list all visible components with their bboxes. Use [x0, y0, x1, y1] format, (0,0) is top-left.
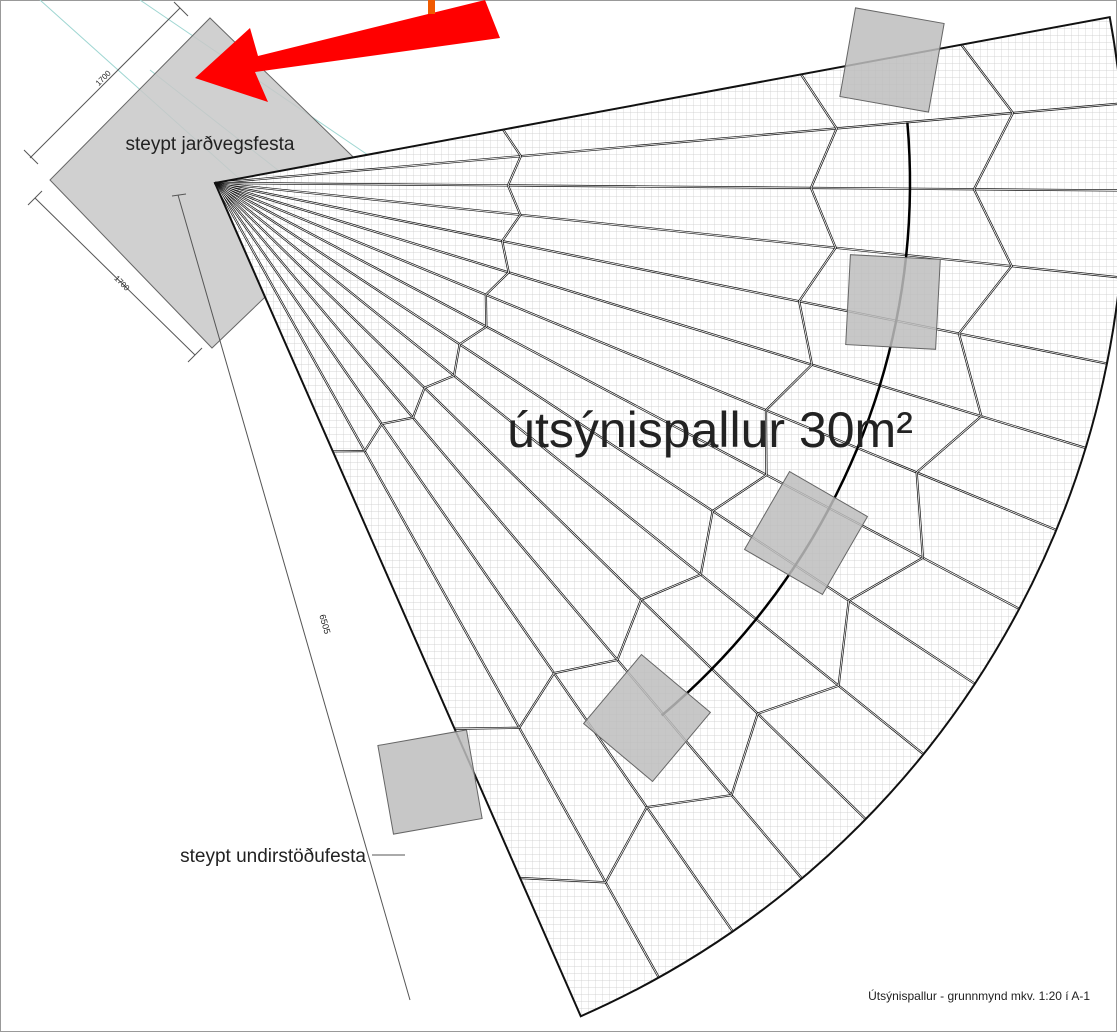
label: steypt undirstöðufesta	[180, 846, 366, 867]
caption: Útsýnispallur - grunnmynd mkv. 1:20 í A-…	[868, 988, 1090, 1003]
beam-edge	[214, 103, 1117, 184]
footing	[582, 653, 712, 783]
deck-outline	[213, 16, 1117, 1018]
footing	[743, 470, 869, 596]
beam-edge	[214, 182, 1086, 449]
support-arc	[660, 122, 912, 717]
label: steypt jarðvegsfesta	[126, 134, 295, 155]
footing	[377, 729, 483, 835]
beam-edge	[214, 182, 660, 978]
deck	[213, 7, 1117, 1018]
beam-edge	[214, 182, 1117, 278]
beam-edge	[214, 182, 803, 879]
dimension-lines	[23, 1, 411, 1001]
beam-edge	[214, 182, 1020, 610]
deck-label: útsýnispallur 30m²	[507, 402, 913, 458]
footing	[845, 254, 941, 350]
footing	[839, 7, 945, 113]
arrow	[195, 0, 500, 102]
ring-beam-edge	[520, 44, 1014, 883]
beam-edge	[214, 182, 924, 755]
ring-beam-edge	[332, 129, 522, 452]
ring-beam-edge	[454, 74, 838, 730]
